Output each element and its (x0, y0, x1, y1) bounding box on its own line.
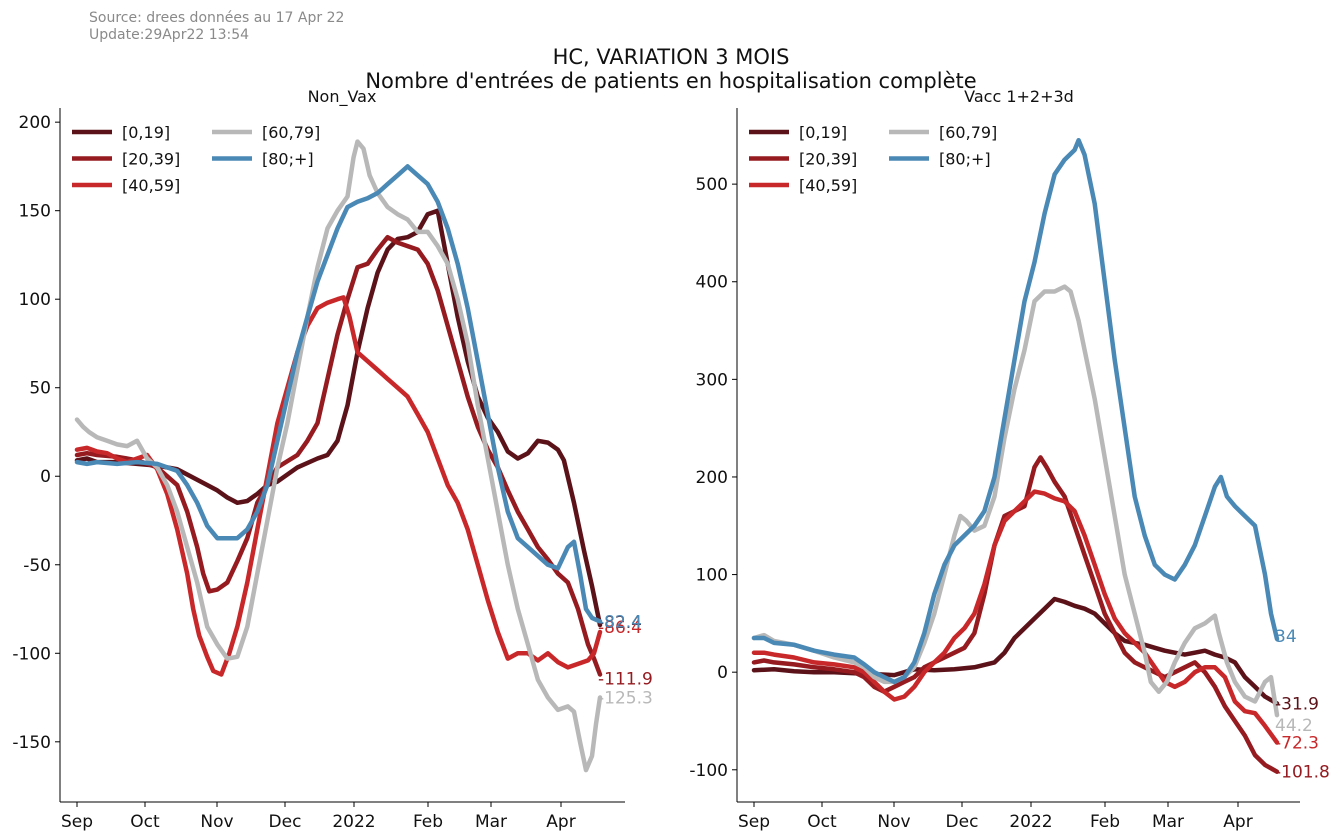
end-label-40-59: -72.3 (1275, 733, 1319, 753)
y-tick-label: -150 (12, 733, 51, 753)
legend-label-0-19: [0,19] (799, 123, 847, 142)
x-tick-label: 2022 (332, 812, 375, 832)
x-tick-label: Apr (546, 812, 575, 832)
y-tick-label: 100 (19, 290, 51, 310)
end-label-80: 34 (1275, 627, 1297, 647)
y-tick-label: 200 (696, 468, 728, 488)
series-line-60-79 (74, 139, 603, 773)
x-tick-label: Feb (413, 812, 443, 832)
x-tick-label: 2022 (1009, 812, 1052, 832)
y-tick-label: 100 (696, 566, 728, 586)
end-label-60-79: 44.2 (1275, 716, 1313, 736)
end-label-60-79: -125.3 (598, 689, 653, 709)
x-tick-label: Dec (269, 812, 302, 832)
y-tick-label: 400 (696, 273, 728, 293)
series-line-20-39 (751, 455, 1280, 774)
y-tick-label: 150 (19, 202, 51, 222)
legend-label-80: [80;+] (262, 150, 314, 169)
figure-subtitle: Nombre d'entrées de patients en hospital… (365, 69, 977, 93)
x-tick-label: Apr (1223, 812, 1252, 832)
x-tick-label: Mar (475, 812, 507, 832)
panel-title: Vacc 1+2+3d (964, 87, 1074, 106)
y-tick-label: 500 (696, 175, 728, 195)
y-tick-label: -100 (12, 644, 51, 664)
y-tick-label: 0 (40, 467, 51, 487)
series-line-80 (751, 137, 1280, 685)
y-tick-label: -50 (23, 556, 51, 576)
x-tick-label: Oct (130, 812, 160, 832)
figure-title: HC, VARIATION 3 MOIS (552, 45, 790, 69)
chart-panel-non-vax: Non_Vax 200 150 100 50 0 -50 -100 -150 Sep Oct Nov D… (12, 87, 652, 832)
x-tick-label: Nov (200, 812, 233, 832)
series-line-40-59 (74, 295, 603, 677)
legend-label-80: [80;+] (939, 150, 991, 169)
update-note: Update:29Apr22 13:54 (89, 27, 250, 43)
x-tick-label: Sep (738, 812, 770, 832)
x-tick-label: Mar (1152, 812, 1184, 832)
series-line-60-79 (751, 284, 1280, 718)
legend-label-40-59: [40,59] (122, 176, 180, 195)
end-label-20-39: -101.8 (1275, 763, 1330, 783)
x-tick-label: Dec (946, 812, 979, 832)
legend-label-0-19: [0,19] (122, 123, 170, 142)
x-tick-label: Nov (877, 812, 910, 832)
y-tick-label: -100 (689, 761, 728, 781)
panel-title: Non_Vax (308, 87, 377, 107)
source-note: Source: drees données au 17 Apr 22 (89, 10, 345, 26)
series-line-40-59 (751, 489, 1280, 745)
legend-label-60-79: [60,79] (262, 123, 320, 142)
legend-label-20-39: [20,39] (122, 150, 180, 169)
series-line-20-39 (74, 234, 603, 677)
legend-label-60-79: [60,79] (939, 123, 997, 142)
legend-label-20-39: [20,39] (799, 150, 857, 169)
end-label-20-39: -111.9 (598, 670, 653, 690)
x-tick-label: Feb (1090, 812, 1120, 832)
y-tick-label: 0 (717, 663, 728, 683)
series-line-0-19 (74, 208, 603, 628)
end-label-0-19: -82.4 (598, 613, 642, 633)
end-label-40-59: -86.4 (598, 618, 642, 638)
end-label-0-19: -31.9 (1275, 694, 1319, 714)
x-tick-label: Oct (807, 812, 837, 832)
series-line-0-19 (751, 596, 1280, 706)
legend-label-40-59: [40,59] (799, 176, 857, 195)
x-tick-label: Sep (61, 812, 93, 832)
y-tick-label: 300 (696, 370, 728, 390)
end-label-80: -82.4 (598, 612, 642, 632)
series-line-80 (74, 164, 603, 624)
y-tick-label: 200 (19, 113, 51, 133)
y-tick-label: 50 (29, 379, 51, 399)
chart-panel-vacc: Vacc 1+2+3d 500 400 300 200 100 0 -100 Sep Oct Nov… (689, 87, 1329, 832)
